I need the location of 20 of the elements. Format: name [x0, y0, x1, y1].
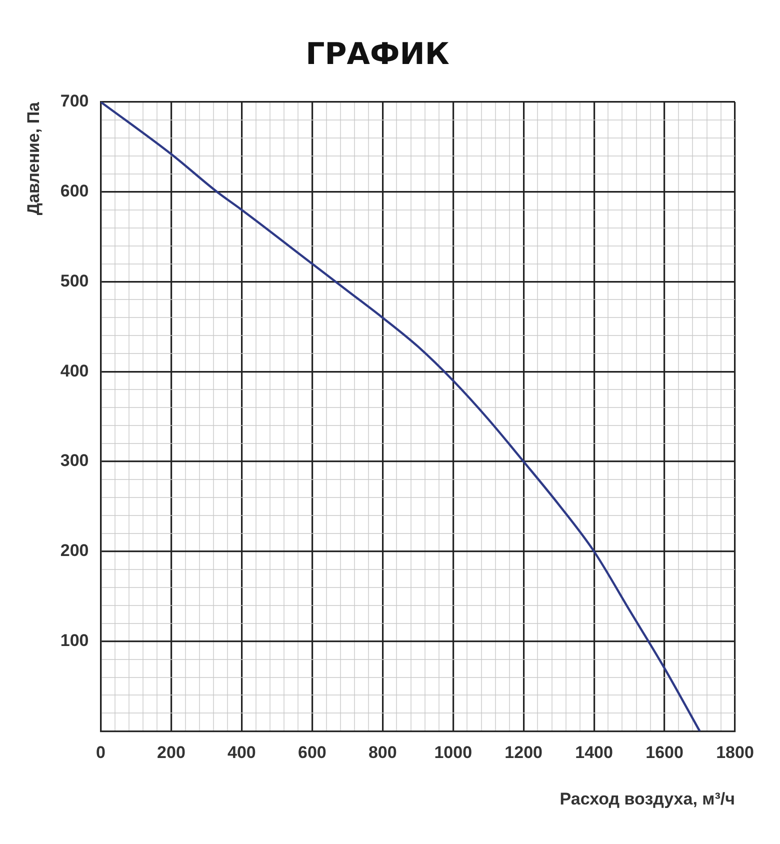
x-tick-label: 200	[157, 743, 186, 762]
y-tick-label: 100	[60, 631, 89, 650]
y-tick-label: 700	[60, 92, 89, 111]
y-tick-label: 200	[60, 541, 89, 560]
y-tick-label: 600	[60, 182, 89, 201]
x-tick-label: 800	[368, 743, 397, 762]
x-tick-label: 600	[298, 743, 326, 762]
y-tick-label: 300	[60, 451, 89, 470]
x-tick-label: 400	[228, 743, 256, 762]
y-tick-label: 400	[60, 361, 89, 380]
x-tick-label: 1000	[434, 743, 472, 762]
chart-title: ГРАФИК	[306, 36, 450, 72]
x-tick-label: 0	[96, 743, 106, 762]
x-tick-label: 1200	[504, 743, 542, 762]
x-tick-label: 1800	[716, 743, 754, 762]
y-axis-title: Давление, Па	[24, 101, 43, 216]
x-tick-label: 1600	[646, 743, 684, 762]
x-tick-label: 1400	[575, 743, 613, 762]
x-axis-title: Расход воздуха, м³/ч	[560, 789, 735, 808]
y-tick-label: 500	[60, 271, 89, 290]
